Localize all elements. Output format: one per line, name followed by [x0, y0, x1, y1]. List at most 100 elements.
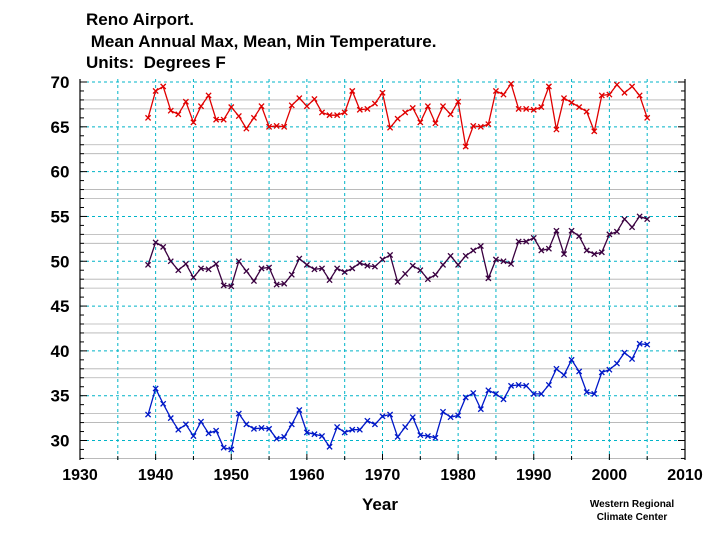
point-mean-1956	[273, 281, 280, 288]
point-max-1968	[364, 105, 371, 112]
point-mean-1995	[568, 227, 575, 234]
x-axis-label: Year	[362, 495, 398, 514]
point-min-1954	[258, 424, 265, 432]
point-max-1997	[583, 108, 590, 115]
point-mean-2001	[613, 228, 620, 235]
point-max-1963	[326, 112, 333, 119]
point-min-1946	[197, 418, 205, 425]
point-min-1955	[266, 425, 273, 432]
series-line-mean	[147, 215, 648, 288]
point-max-1983	[477, 123, 484, 130]
point-max-1947	[205, 92, 212, 99]
x-tick-label-1960: 1960	[289, 467, 325, 484]
point-mean-1950	[228, 283, 235, 290]
point-max-1994	[560, 95, 568, 102]
point-max-1943	[175, 111, 182, 118]
point-mean-2005	[644, 216, 651, 223]
point-max-1982	[470, 122, 477, 129]
point-mean-1942	[167, 258, 174, 265]
point-mean-1962	[318, 265, 326, 272]
point-min-1947	[205, 430, 212, 437]
point-max-1988	[515, 105, 522, 112]
point-min-1959	[296, 406, 303, 414]
point-mean-1986	[500, 258, 507, 265]
y-tick-label-45: 45	[51, 297, 70, 316]
point-mean-2000	[606, 231, 613, 238]
y-tick-label-30: 30	[51, 432, 70, 451]
point-max-1961	[311, 95, 318, 103]
point-mean-1982	[470, 247, 477, 254]
point-mean-1969	[371, 263, 378, 270]
point-min-1952	[243, 421, 250, 428]
point-max-2003	[629, 83, 636, 90]
point-max-1970	[379, 89, 386, 96]
point-min-1940	[152, 385, 159, 392]
point-mean-1977	[432, 271, 439, 278]
point-min-1974	[409, 414, 416, 421]
point-min-1965	[341, 429, 348, 436]
point-min-1950	[228, 446, 235, 453]
point-max-1979	[447, 111, 454, 118]
point-max-1950	[228, 104, 235, 111]
point-mean-1978	[439, 261, 447, 268]
point-mean-1955	[266, 264, 273, 271]
point-min-1979	[447, 414, 454, 421]
point-mean-1964	[334, 265, 341, 272]
point-min-1942	[167, 415, 174, 422]
point-mean-1944	[182, 260, 189, 267]
point-min-1976	[424, 432, 431, 440]
point-min-1964	[334, 423, 341, 431]
point-min-1977	[432, 434, 439, 441]
point-max-1971	[387, 124, 394, 131]
chart-title-line-1: Reno Airport.	[86, 10, 194, 29]
y-tick-label-55: 55	[51, 207, 70, 226]
point-mean-1960	[303, 261, 310, 268]
point-max-1941	[160, 83, 167, 90]
point-min-1961	[311, 431, 318, 438]
point-mean-1992	[545, 245, 552, 252]
point-min-1945	[190, 432, 197, 440]
point-max-1965	[341, 109, 348, 116]
point-min-1970	[379, 413, 386, 420]
point-max-1945	[190, 119, 197, 126]
point-max-1974	[409, 104, 416, 112]
point-max-1986	[500, 91, 507, 98]
point-min-1985	[492, 390, 499, 397]
point-max-1984	[485, 121, 492, 128]
x-tick-label-1930: 1930	[62, 467, 98, 484]
point-mean-1943	[175, 267, 182, 274]
point-min-1994	[560, 372, 568, 379]
point-max-1951	[235, 112, 242, 120]
point-mean-1987	[508, 260, 515, 267]
point-min-1971	[387, 411, 394, 418]
point-min-1980	[455, 412, 462, 419]
point-mean-1984	[485, 275, 492, 282]
point-mean-1940	[152, 239, 159, 246]
point-min-1997	[583, 389, 590, 396]
point-mean-1999	[598, 249, 605, 256]
point-min-1963	[326, 443, 333, 450]
point-mean-1952	[243, 268, 250, 275]
point-max-2005	[644, 114, 651, 121]
point-min-1991	[538, 390, 545, 397]
point-min-1988	[515, 381, 522, 388]
y-tick-label-35: 35	[51, 387, 70, 406]
y-tick-label-60: 60	[51, 163, 70, 182]
point-mean-1946	[197, 265, 205, 272]
point-mean-1941	[160, 243, 167, 250]
point-max-1946	[197, 103, 205, 110]
point-max-1944	[182, 98, 189, 105]
y-tick-label-50: 50	[51, 252, 70, 271]
point-min-1992	[545, 381, 552, 388]
point-mean-1996	[576, 233, 583, 240]
point-min-1967	[356, 426, 363, 433]
point-mean-1974	[409, 262, 416, 269]
x-tick-label-1970: 1970	[365, 467, 401, 484]
point-mean-1948	[213, 260, 220, 267]
point-mean-1981	[462, 252, 469, 259]
point-max-1981	[462, 143, 469, 150]
point-max-1952	[243, 125, 250, 132]
point-max-1980	[455, 98, 462, 105]
chart-title-line-3: Units: Degrees F	[86, 53, 226, 72]
